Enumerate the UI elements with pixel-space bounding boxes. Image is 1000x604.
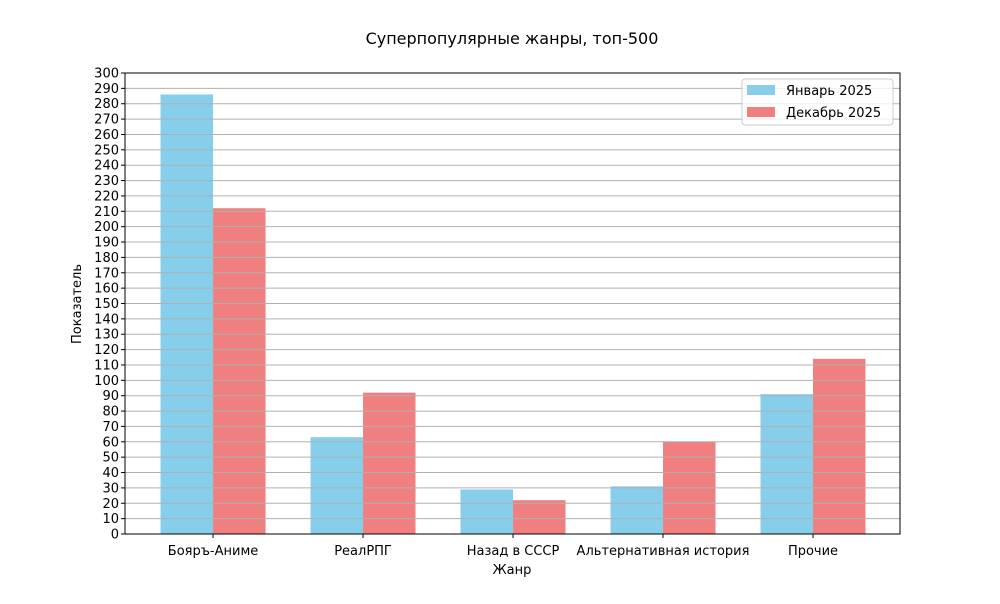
bar-january-1 [310,437,364,534]
bar-january-3 [610,486,664,534]
y-tick-label: 90 [102,389,119,404]
bar-january-4 [760,394,814,534]
y-tick-label: 50 [102,451,119,466]
y-tick-label: 140 [94,312,119,327]
y-tick-label: 20 [102,497,119,512]
y-tick-label: 30 [102,481,119,496]
y-tick-label: 250 [94,143,119,158]
y-tick-label: 210 [94,205,119,220]
y-tick-label: 270 [94,113,119,128]
bar-december-2 [513,500,566,534]
chart-title: Суперпопулярные жанры, топ-500 [366,29,659,48]
y-tick-label: 220 [94,189,119,204]
y-tick-label: 280 [94,97,119,112]
legend-label-december: Декабрь 2025 [786,106,881,121]
y-tick-label: 70 [102,420,119,435]
bar-december-0 [213,208,266,534]
legend-label-january: Январь 2025 [786,84,872,99]
y-tick-label: 100 [94,374,119,389]
bar-january-2 [460,489,514,534]
y-axis-label: Показатель [70,264,85,344]
legend-swatch-december [747,107,775,117]
x-tick-label: Назад в СССР [467,544,560,559]
y-tick-label: 130 [94,328,119,343]
x-axis-label: Жанр [493,563,532,578]
legend-swatch-january [747,85,775,95]
y-tick-label: 180 [94,251,119,266]
y-tick-label: 10 [102,512,119,527]
x-tick-label: РеалРПГ [334,544,392,559]
y-tick-label: 120 [94,343,119,358]
x-tick-label: Альтернативная история [577,544,750,559]
y-tick-label: 160 [94,282,119,297]
y-tick-label: 240 [94,159,119,174]
y-tick-label: 40 [102,466,119,481]
y-tick-label: 60 [102,435,119,450]
legend: Январь 2025 Декабрь 2025 [741,78,894,126]
y-tick-label: 300 [94,67,119,82]
y-tick-label: 260 [94,128,119,143]
y-tick-label: 150 [94,297,119,312]
bar-december-4 [813,358,866,534]
bar-december-1 [363,392,416,534]
y-tick-label: 200 [94,220,119,235]
y-tick-label: 230 [94,174,119,189]
x-tick-label: Прочие [788,544,838,559]
bar-january-0 [160,94,214,534]
y-tick-label: 110 [94,358,119,373]
y-tick-label: 80 [102,405,119,420]
y-tick-label: 190 [94,236,119,251]
y-tick-label: 170 [94,266,119,281]
x-tick-label: Бояръ-Аниме [168,544,258,559]
y-tick-label: 0 [111,528,119,543]
y-tick-label: 290 [94,82,119,97]
